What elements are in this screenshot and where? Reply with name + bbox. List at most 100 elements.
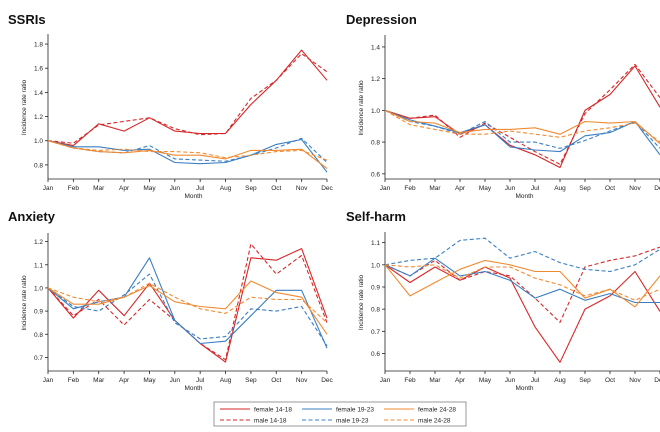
x-tick-label: Jan: [380, 377, 391, 384]
y-axis-label: Incidence rate ratio: [21, 79, 28, 135]
x-tick-label: Mar: [429, 377, 441, 384]
x-tick-label: Nov: [629, 377, 641, 384]
x-tick-label: Jun: [170, 185, 181, 192]
x-tick-label: May: [143, 377, 156, 384]
x-tick-label: Apr: [119, 377, 130, 384]
legend-box: [213, 401, 467, 427]
y-tick-label: 1.0: [371, 262, 380, 269]
x-axis-label: Month: [515, 385, 533, 392]
x-tick-label: Jul: [196, 377, 205, 384]
x-tick-label: Sep: [579, 185, 591, 192]
series-line-female-24-28: [47, 280, 328, 335]
x-tick-label: Jan: [43, 185, 54, 192]
x-tick-label: Jan: [43, 377, 54, 384]
legend: female 14-18 female 19-23 female 24-28 male…: [213, 401, 467, 427]
x-tick-label: Sep: [245, 185, 257, 192]
series-group: [384, 237, 660, 363]
panel-ssris: SSRIs 0.8 1.0 1.2 1.4 1.6 1.8 Jan Feb Mar Apr May Ju…: [8, 12, 334, 200]
legend-label: male 14-18: [254, 418, 287, 425]
panel-self-harm: Self-harm 0.6 0.7 0.8 0.9 1.0 1.1 Jan Feb Mar Apr M…: [346, 209, 660, 392]
x-tick-label: Apr: [119, 185, 130, 192]
x-tick-label: Jun: [505, 377, 516, 384]
y-tick-label: 0.7: [371, 329, 380, 336]
x-tick-label: Apr: [455, 377, 466, 384]
y-tick-label: 0.9: [34, 309, 43, 316]
series-line-male-24-28: [47, 282, 328, 324]
x-tick-label: Oct: [271, 185, 281, 192]
series-line-female-19-23: [47, 138, 328, 173]
series-line-male-19-23: [384, 237, 660, 273]
y-tick-label: 1.1: [371, 240, 380, 247]
y-tick-label: 1.4: [371, 44, 380, 51]
x-tick-label: Nov: [629, 185, 641, 192]
x-tick-label: Nov: [296, 185, 308, 192]
panel-title: SSRIs: [8, 12, 46, 27]
panel-title: Anxiety: [8, 209, 56, 224]
series-line-male-24-28: [384, 109, 660, 143]
x-tick-label: Oct: [271, 377, 281, 384]
y-tick-label: 1.4: [34, 90, 43, 97]
x-tick-label: May: [479, 185, 492, 192]
y-axis-label: Incidence rate ratio: [21, 275, 28, 331]
series-group: [384, 63, 660, 169]
x-tick-label: Jul: [531, 185, 540, 192]
panel-title: Depression: [346, 12, 417, 27]
y-tick-label: 0.8: [371, 307, 380, 314]
x-tick-label: Apr: [455, 185, 466, 192]
x-tick-label: Jul: [196, 185, 205, 192]
x-tick-label: Dec: [654, 185, 660, 192]
series-line-male-14-18: [384, 246, 660, 323]
x-tick-label: Aug: [554, 185, 566, 192]
series-line-male-19-23: [47, 273, 328, 347]
y-tick-label: 1.2: [371, 76, 380, 83]
y-tick-label: 0.8: [371, 140, 380, 147]
series-group: [47, 243, 328, 363]
y-tick-label: 0.8: [34, 332, 43, 339]
legend-label: female 14-18: [254, 407, 292, 414]
y-tick-label: 1.0: [34, 285, 43, 292]
series-line-female-19-23: [384, 257, 660, 304]
y-tick-label: 0.7: [34, 355, 43, 362]
series-line-female-24-28: [47, 140, 328, 169]
series-group: [47, 49, 328, 173]
x-tick-label: Aug: [220, 185, 232, 192]
y-tick-label: 0.8: [34, 162, 43, 169]
y-tick-label: 1.0: [34, 138, 43, 145]
x-tick-label: Jan: [380, 185, 391, 192]
panel-depression: Depression 0.6 0.8 1.0 1.2 1.4 Jan Feb Mar Apr May…: [346, 12, 660, 200]
x-tick-label: Mar: [429, 185, 441, 192]
x-tick-label: Feb: [404, 185, 416, 192]
series-line-male-19-23: [384, 109, 660, 149]
series-line-female-19-23: [47, 257, 328, 349]
x-tick-label: Feb: [68, 377, 80, 384]
x-tick-label: Oct: [605, 377, 615, 384]
legend-label: female 24-28: [418, 407, 456, 414]
x-tick-label: Mar: [93, 377, 105, 384]
y-tick-label: 1.6: [34, 66, 43, 73]
x-tick-label: Jun: [505, 185, 516, 192]
legend-label: male 24-28: [418, 418, 451, 425]
x-axis-label: Month: [184, 385, 202, 392]
legend-label: female 19-23: [336, 407, 374, 414]
x-tick-label: Jun: [170, 377, 181, 384]
panel-title: Self-harm: [346, 209, 406, 224]
x-tick-label: Dec: [321, 377, 333, 384]
x-tick-label: Nov: [296, 377, 308, 384]
y-tick-label: 1.1: [34, 262, 43, 269]
x-axis-label: Month: [184, 193, 202, 200]
y-tick-label: 1.0: [371, 108, 380, 115]
x-tick-label: Feb: [404, 377, 416, 384]
x-tick-label: Jul: [531, 377, 540, 384]
y-tick-label: 1.8: [34, 42, 43, 49]
x-tick-label: Sep: [579, 377, 591, 384]
series-line-male-24-28: [47, 140, 328, 161]
series-line-female-14-18: [384, 65, 660, 169]
y-axis-label: Incidence rate ratio: [358, 274, 365, 330]
y-tick-label: 0.6: [371, 351, 380, 358]
series-line-female-24-28: [384, 259, 660, 308]
y-tick-label: 0.6: [371, 171, 380, 178]
y-tick-label: 1.2: [34, 114, 43, 121]
y-tick-label: 0.9: [371, 284, 380, 291]
